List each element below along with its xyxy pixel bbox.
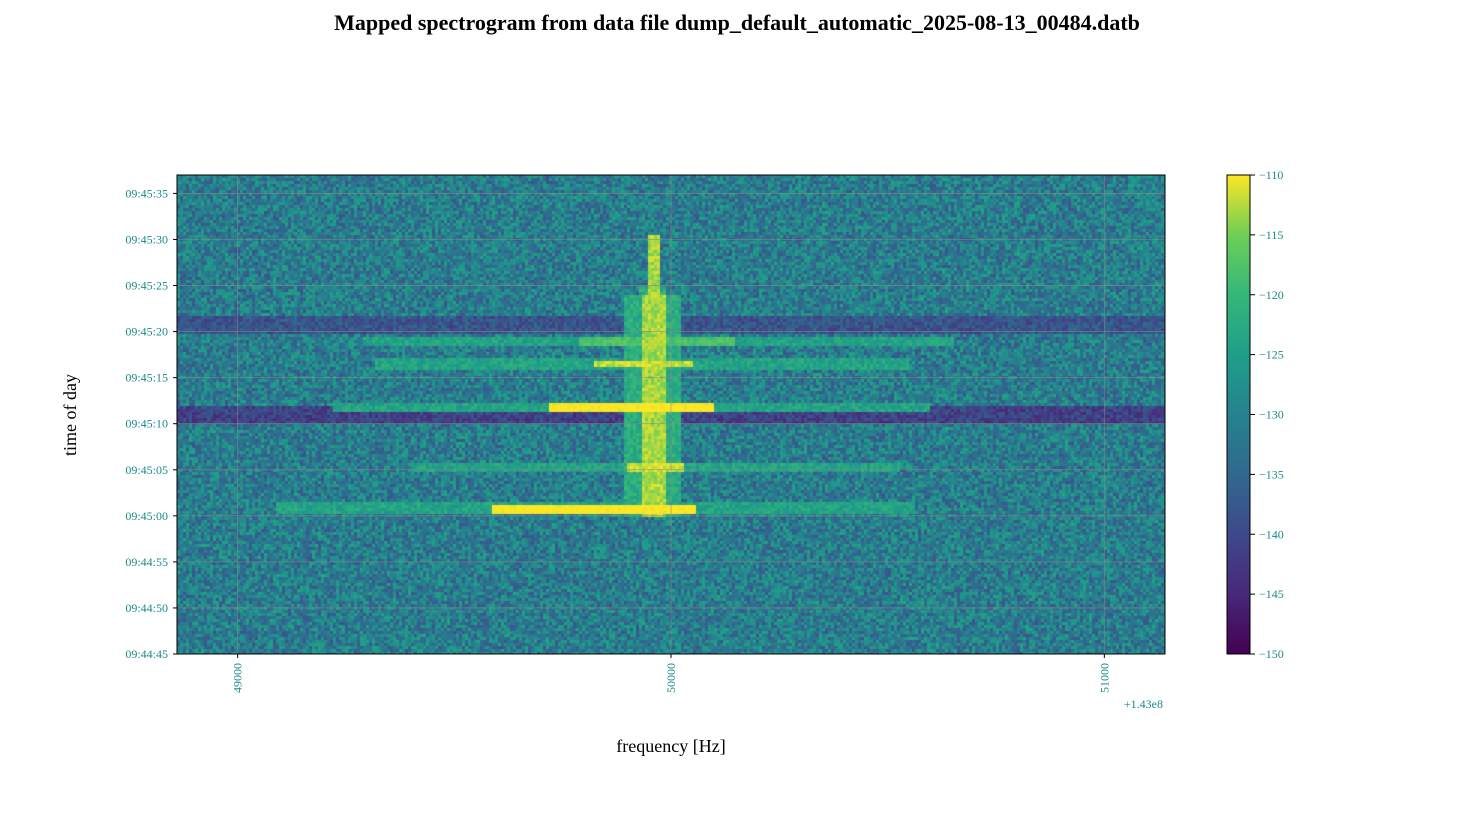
y-tick-label: 09:45:05 <box>125 463 168 477</box>
grid-lines <box>177 175 1165 655</box>
colorbar-tick-label: −110 <box>1259 168 1283 182</box>
y-tick-label: 09:45:10 <box>125 417 168 431</box>
y-tick-label: 09:44:45 <box>125 647 168 661</box>
colorbar-tick-label: −135 <box>1259 467 1284 481</box>
colorbar-tick-label: −115 <box>1259 228 1283 242</box>
x-tick-label: 50000 <box>664 663 678 693</box>
colorbar-tick-label: −150 <box>1259 647 1284 661</box>
colorbar-ticks: −110 −115 −120 −125 −130 −135 −140 −145 −150 <box>1250 168 1284 661</box>
y-axis-label: time of day <box>60 374 80 456</box>
colorbar-tick-label: −140 <box>1259 527 1284 541</box>
y-tick-label: 09:45:30 <box>125 232 168 246</box>
x-axis-ticks: 49000 50000 51000 <box>231 654 1111 693</box>
x-offset-label: +1.43e8 <box>1124 697 1163 711</box>
colorbar-tick-label: −125 <box>1259 348 1284 362</box>
x-tick-label: 51000 <box>1097 663 1111 693</box>
y-tick-label: 09:45:25 <box>125 279 168 293</box>
chart-title: Mapped spectrogram from data file dump_d… <box>334 10 1140 35</box>
y-tick-label: 09:44:50 <box>125 601 168 615</box>
colorbar <box>1226 174 1251 655</box>
y-tick-label: 09:45:15 <box>125 371 168 385</box>
colorbar-tick-label: −130 <box>1259 408 1284 422</box>
colorbar-tick-label: −120 <box>1259 288 1284 302</box>
y-tick-label: 09:45:35 <box>125 186 168 200</box>
y-axis-ticks: 09:44:45 09:44:50 09:44:55 09:45:00 09:45:05… <box>125 186 177 661</box>
y-tick-label: 09:45:00 <box>125 509 168 523</box>
y-tick-label: 09:45:20 <box>125 325 168 339</box>
x-axis-label: frequency [Hz] <box>616 736 725 756</box>
colorbar-tick-label: −145 <box>1259 587 1284 601</box>
y-tick-label: 09:44:55 <box>125 555 168 569</box>
x-tick-label: 49000 <box>231 663 245 693</box>
